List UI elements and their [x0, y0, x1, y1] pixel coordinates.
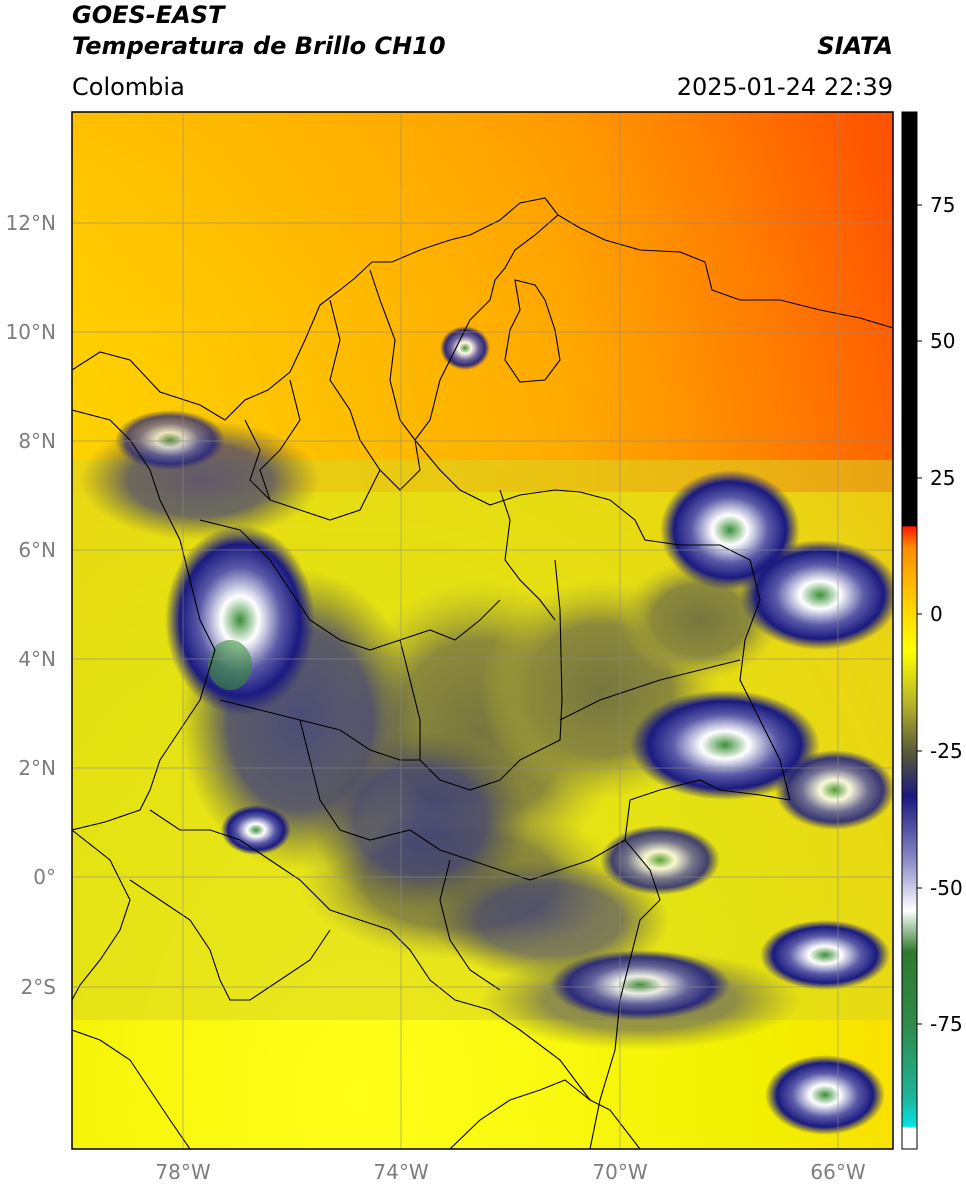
- colorbar-frame: [901, 111, 918, 1150]
- lon-label: 78°W: [155, 1160, 211, 1184]
- internal-departments-8: [499, 489, 556, 621]
- colorbar-tick-label: -50: [930, 876, 963, 900]
- lat-label: 2°S: [20, 975, 56, 999]
- lat-label: 2°N: [18, 756, 56, 780]
- region-label: Colombia: [72, 73, 185, 101]
- internal-departments-7: [559, 659, 741, 721]
- lon-label: 66°W: [810, 1160, 866, 1184]
- timestamp: 2025-01-24 22:39: [676, 73, 893, 101]
- colorbar: [901, 111, 922, 1150]
- lat-label: 6°N: [18, 538, 56, 562]
- lat-label: 10°N: [5, 320, 56, 344]
- peru-coast: [72, 1029, 191, 1149]
- colorbar-tick-label: 50: [930, 329, 956, 353]
- map-imagery: [72, 112, 893, 1149]
- maracaibo-lake: [504, 279, 561, 383]
- colombia-brazil-border: [589, 779, 791, 1149]
- lat-label: 4°N: [18, 647, 56, 671]
- internal-departments-4: [399, 559, 563, 791]
- colorbar-tick-label: 75: [930, 193, 956, 217]
- ecuador-peru-border: [129, 879, 331, 1001]
- lon-label: 74°W: [373, 1160, 429, 1184]
- lat-label: 12°N: [5, 211, 56, 235]
- internal-departments-5: [219, 699, 420, 761]
- internal-departments-10: [439, 859, 501, 991]
- satellite-title: GOES-EAST: [72, 1, 225, 29]
- caribbean-coastline: [72, 197, 559, 441]
- map-frame: [71, 111, 894, 1150]
- venezuela-coast: [557, 214, 893, 329]
- lat-label: 8°N: [18, 429, 56, 453]
- ecuador-coast: [72, 829, 131, 1001]
- colorbar-tick-label: -25: [930, 739, 963, 763]
- colorbar-gradient: [902, 112, 917, 1149]
- internal-departments-9: [244, 419, 271, 501]
- colorbar-tick-label: 0: [930, 602, 943, 626]
- lat-label: 0°: [33, 865, 56, 889]
- internal-departments-1: [329, 269, 421, 491]
- colorbar-tick-label: 25: [930, 466, 956, 490]
- pacific-coast: [72, 409, 216, 831]
- peru-brazil-border: [449, 1079, 641, 1149]
- map-borders: [72, 197, 893, 1149]
- map-gridlines: [72, 112, 893, 1149]
- colorbar-tick-label: -75: [930, 1012, 963, 1036]
- internal-departments-6: [299, 719, 626, 881]
- internal-departments-3: [199, 519, 501, 651]
- brand-label: SIATA: [817, 32, 893, 60]
- colombia-venezuela-border: [414, 439, 791, 801]
- lon-label: 70°W: [592, 1160, 648, 1184]
- product-title: Temperatura de Brillo CH10: [72, 32, 446, 60]
- colombia-peru-border: [149, 809, 591, 1101]
